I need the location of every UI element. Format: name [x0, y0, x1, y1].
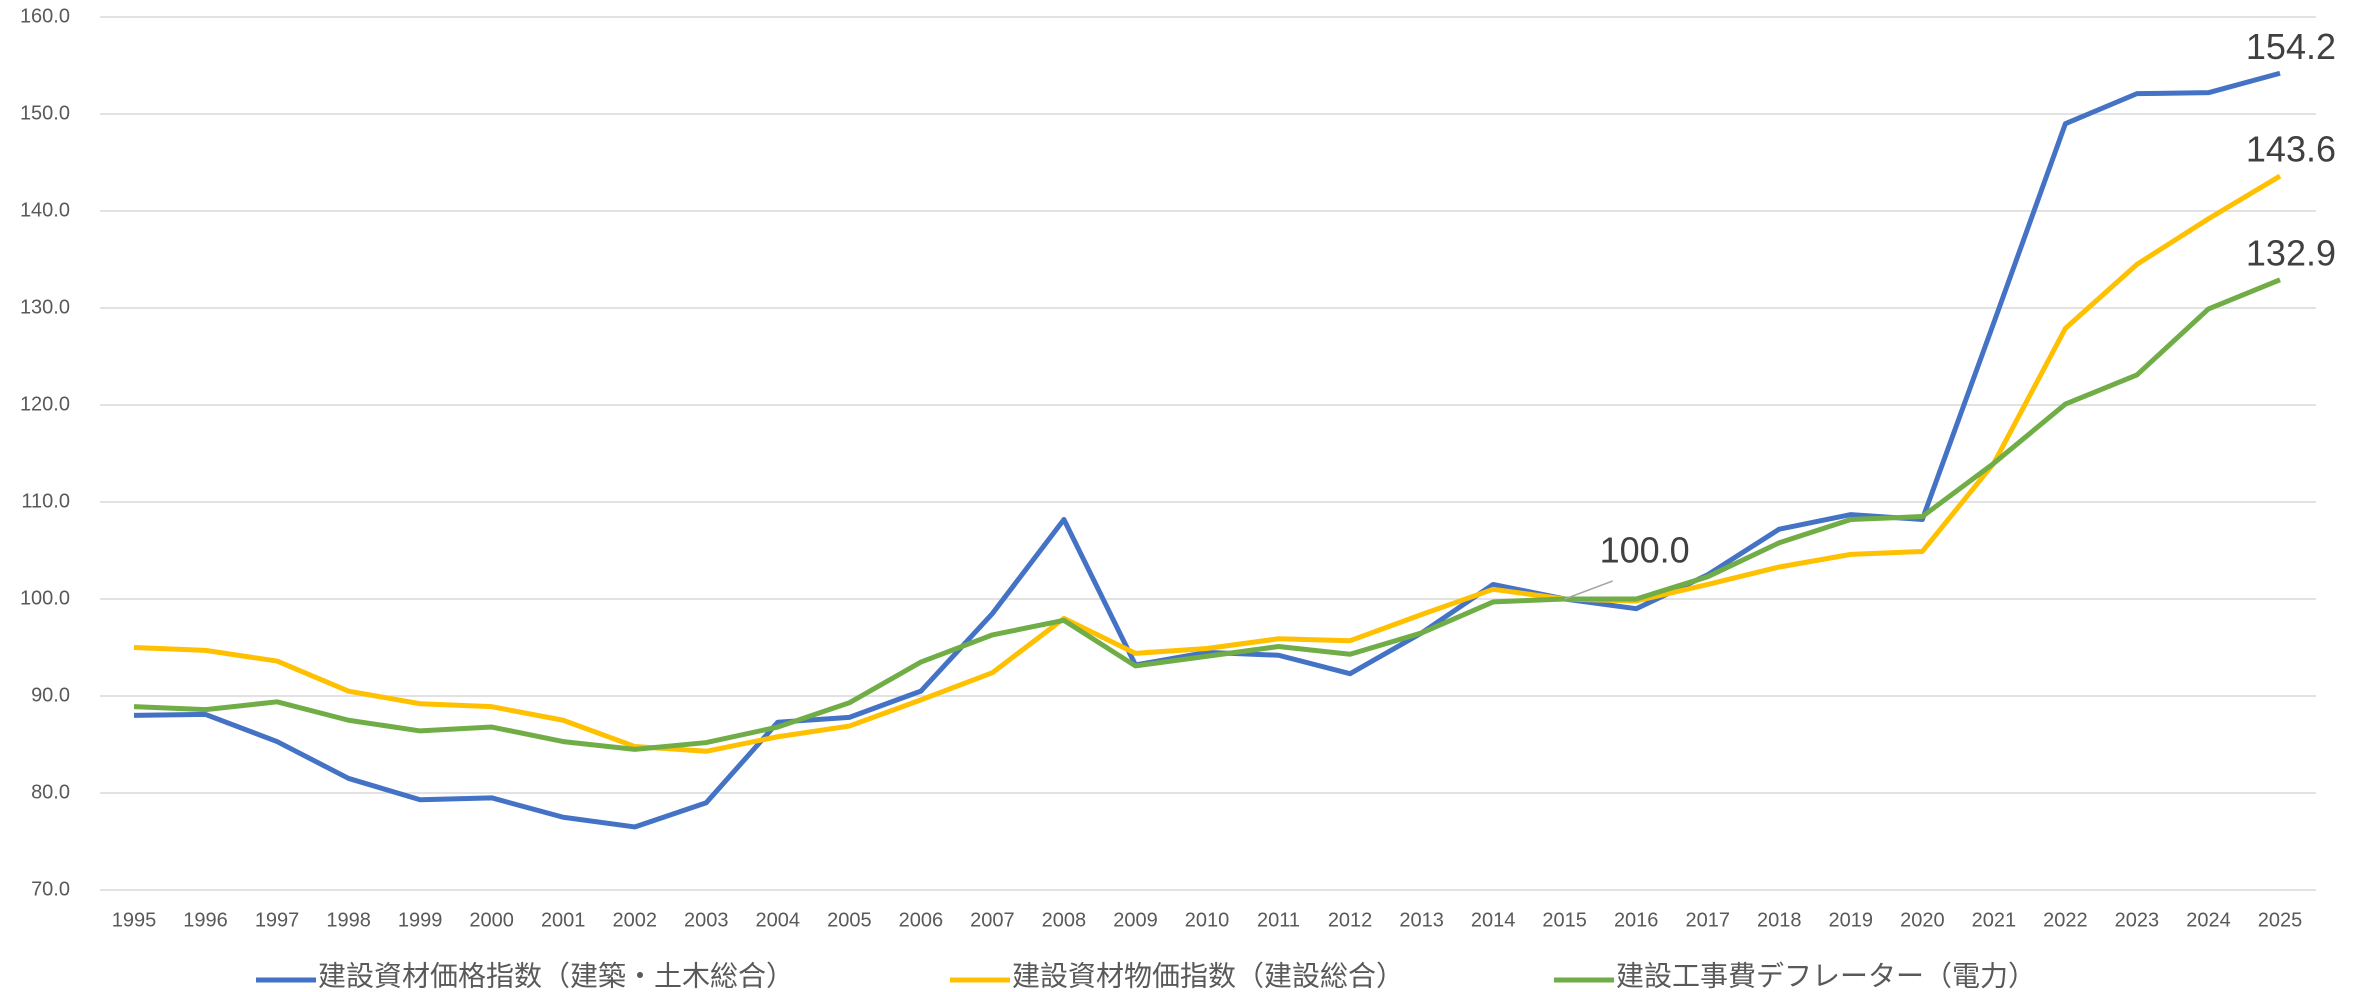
- y-tick-label: 140.0: [20, 199, 70, 221]
- y-tick-label: 70.0: [31, 878, 70, 900]
- y-tick-label: 80.0: [31, 781, 70, 803]
- x-tick-label: 2022: [2043, 909, 2088, 931]
- series-line: [133, 70, 2281, 830]
- x-tick-label: 2001: [541, 909, 586, 931]
- x-tick-label: 2011: [1257, 909, 1300, 931]
- legend-label: 建設資材物価指数（建設総合）: [1012, 960, 1404, 991]
- x-tick-label: 2003: [684, 909, 729, 931]
- x-tick-label: 2021: [1972, 909, 2017, 931]
- leader-line: [1564, 580, 1613, 600]
- x-tick-label: 2009: [1113, 909, 1158, 931]
- legend-label: 建設資材価格指数（建築・土木総合）: [318, 960, 794, 991]
- series-line: [133, 277, 2281, 752]
- y-tick-label: 90.0: [31, 684, 70, 706]
- x-tick-label: 2014: [1471, 909, 1516, 931]
- data-label: 143.6: [2246, 129, 2336, 170]
- x-tick-label: 1999: [398, 909, 443, 931]
- x-tick-label: 1995: [112, 909, 157, 931]
- y-tick-label: 130.0: [20, 296, 70, 318]
- x-tick-label: 2023: [2115, 909, 2160, 931]
- x-tick-label: 2024: [2186, 909, 2231, 931]
- x-tick-label: 2004: [756, 909, 801, 931]
- x-tick-label: 2005: [827, 909, 872, 931]
- x-tick-label: 1997: [255, 909, 300, 931]
- x-tick-label: 1996: [183, 909, 228, 931]
- x-tick-label: 2019: [1829, 909, 1874, 931]
- x-tick-label: 2020: [1900, 909, 1945, 931]
- y-tick-label: 120.0: [20, 393, 70, 415]
- x-tick-label: 2000: [469, 909, 514, 931]
- y-tick-label: 150.0: [20, 102, 70, 124]
- x-tick-label: 2006: [899, 909, 944, 931]
- x-tick-label: 2017: [1685, 909, 1730, 931]
- x-tick-label: 2007: [970, 909, 1015, 931]
- y-tick-label: 100.0: [20, 587, 70, 609]
- x-tick-label: 1998: [326, 909, 371, 931]
- x-tick-label: 2013: [1399, 909, 1444, 931]
- x-tick-label: 2016: [1614, 909, 1659, 931]
- data-label: 100.0: [1600, 530, 1690, 571]
- x-tick-label: 2002: [612, 909, 657, 931]
- x-tick-label: 2025: [2258, 909, 2303, 931]
- series-line: [133, 173, 2282, 754]
- data-label: 154.2: [2246, 26, 2336, 67]
- y-tick-label: 110.0: [21, 490, 70, 512]
- data-label: 132.9: [2246, 232, 2336, 273]
- x-tick-label: 2015: [1542, 909, 1587, 931]
- y-tick-label: 160.0: [20, 5, 70, 27]
- x-tick-label: 2008: [1042, 909, 1087, 931]
- x-tick-label: 2010: [1185, 909, 1230, 931]
- x-tick-label: 2018: [1757, 909, 1802, 931]
- legend-label: 建設工事費デフレーター（電力）: [1616, 960, 2036, 991]
- x-tick-label: 2012: [1328, 909, 1373, 931]
